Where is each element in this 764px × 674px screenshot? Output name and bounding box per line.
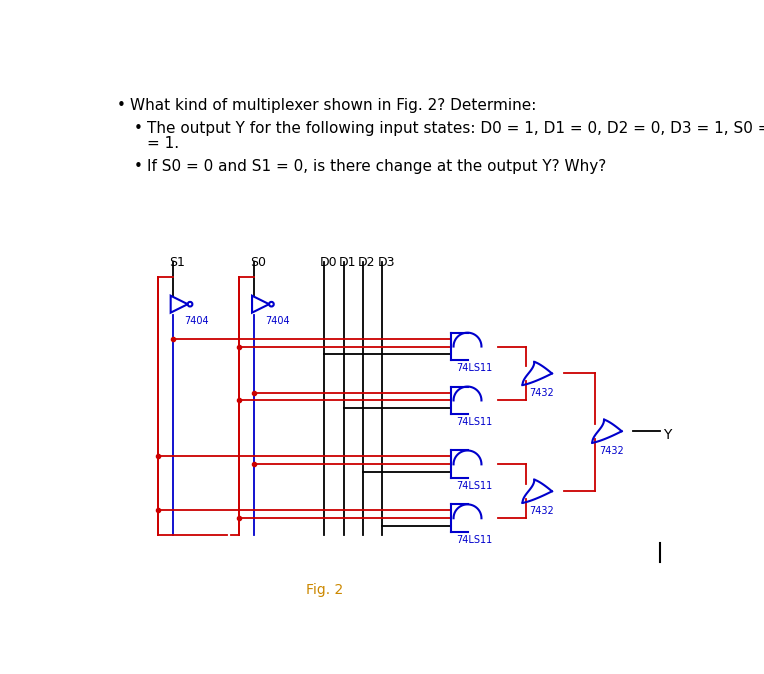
Text: The output Y for the following input states: D0 = 1, D1 = 0, D2 = 0, D3 = 1, S0 : The output Y for the following input sta… [147, 121, 764, 136]
Text: 74LS11: 74LS11 [457, 535, 493, 545]
Text: = 1.: = 1. [147, 136, 179, 152]
Text: D2: D2 [358, 256, 376, 270]
Text: D1: D1 [339, 256, 356, 270]
Text: 7404: 7404 [184, 315, 209, 326]
Text: 7404: 7404 [265, 315, 290, 326]
Text: 74LS11: 74LS11 [457, 417, 493, 427]
Text: What kind of multiplexer shown in Fig. 2? Determine:: What kind of multiplexer shown in Fig. 2… [130, 98, 536, 113]
Text: 74LS11: 74LS11 [457, 363, 493, 373]
Text: Y: Y [663, 428, 672, 442]
Text: •: • [134, 160, 143, 175]
Text: •: • [117, 98, 126, 113]
Text: S1: S1 [169, 256, 185, 270]
Text: 74LS11: 74LS11 [457, 481, 493, 491]
Text: Fig. 2: Fig. 2 [306, 583, 343, 597]
Text: 7432: 7432 [529, 388, 554, 398]
Text: If S0 = 0 and S1 = 0, is there change at the output Y? Why?: If S0 = 0 and S1 = 0, is there change at… [147, 160, 606, 175]
Text: D3: D3 [377, 256, 395, 270]
Text: S0: S0 [251, 256, 267, 270]
Text: 7432: 7432 [599, 446, 624, 456]
Text: 7432: 7432 [529, 506, 554, 516]
Text: D0: D0 [319, 256, 337, 270]
Text: •: • [134, 121, 143, 136]
